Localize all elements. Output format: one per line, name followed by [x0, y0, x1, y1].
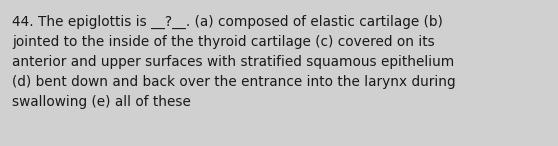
Text: 44. The epiglottis is __?__. (a) composed of elastic cartilage (b)
jointed to th: 44. The epiglottis is __?__. (a) compose… — [12, 15, 456, 109]
